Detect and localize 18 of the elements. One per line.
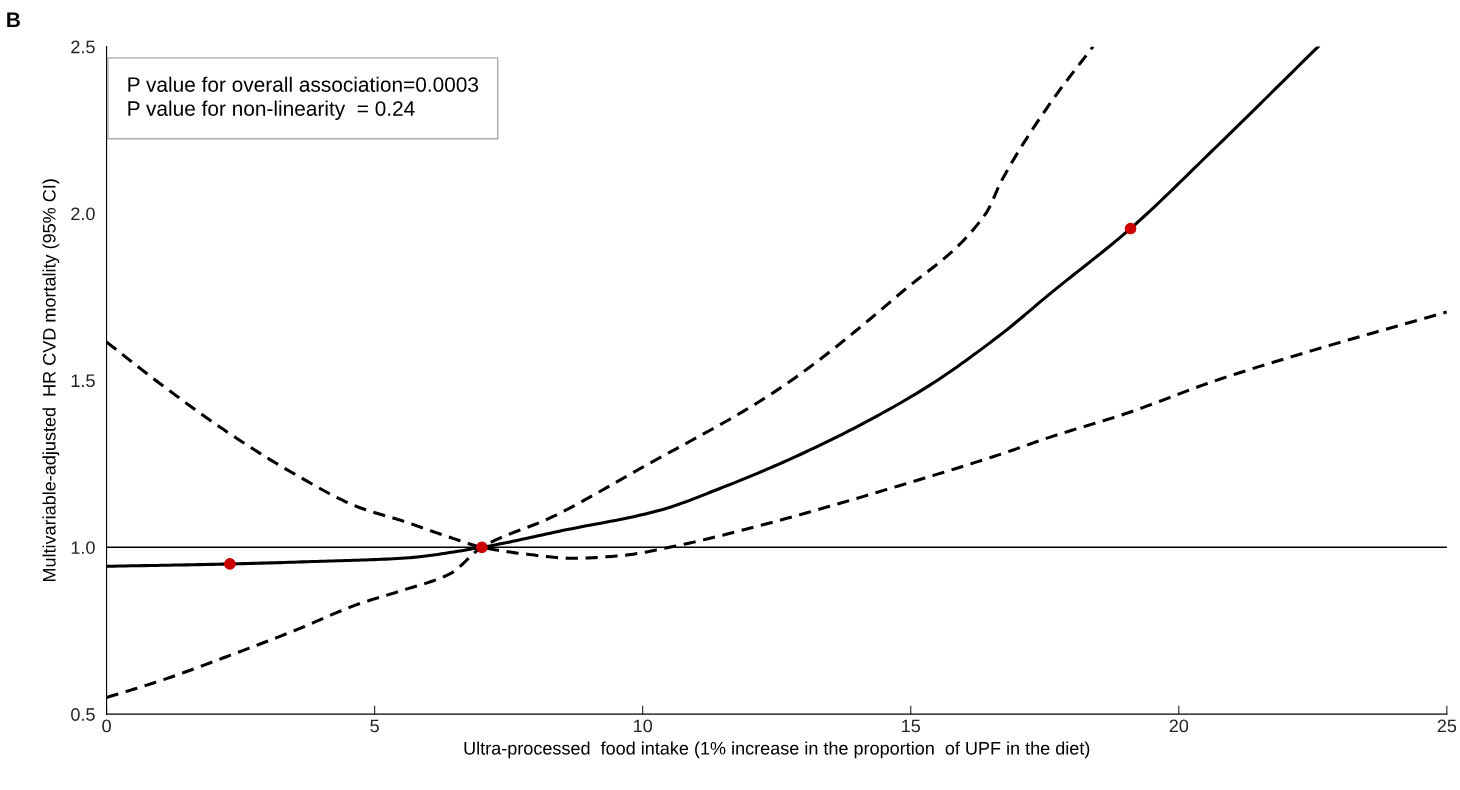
y-tick-label: 1.0 bbox=[71, 541, 95, 554]
x-tick-label: 25 bbox=[1437, 719, 1457, 733]
text: B bbox=[7, 12, 20, 27]
y-tick-label: 2.0 bbox=[71, 207, 95, 221]
x-tick-label: 0 bbox=[102, 719, 111, 733]
point bbox=[1124, 222, 1137, 235]
y-tick-label: 1.5 bbox=[71, 374, 95, 388]
y-axis-title: Multivariable-adjusted HR CVD mortality (95% CI) bbox=[42, 179, 60, 582]
y-tick-label: 0.5 bbox=[71, 708, 95, 721]
x-tick-label: 10 bbox=[634, 719, 653, 733]
y-tick-label: 2.5 bbox=[71, 40, 95, 54]
point bbox=[476, 541, 488, 554]
x-tick-label: 5 bbox=[370, 719, 379, 733]
x-tick-label: 20 bbox=[1169, 719, 1189, 733]
x-tick-label: 15 bbox=[902, 719, 921, 733]
annotation: P value for overall association=0.0003 P value for non-linearity = 0.24 bbox=[128, 76, 479, 121]
point bbox=[224, 558, 236, 570]
x-axis-title: Ultra-processed food intake (1% increase in the proportion of UPF in the diet) bbox=[464, 741, 1090, 759]
